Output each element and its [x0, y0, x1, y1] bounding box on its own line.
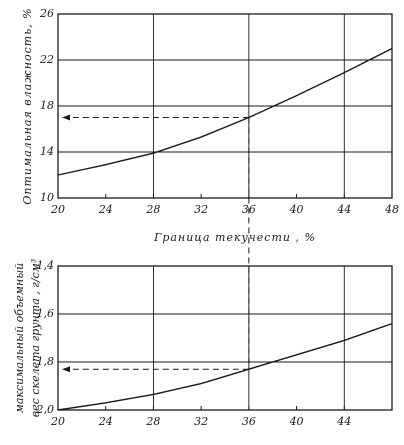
- x-tick-label: 32: [194, 415, 208, 428]
- y-axis-title: максимальный объемный: [13, 263, 26, 414]
- x-tick-label: 24: [98, 415, 113, 428]
- x-tick-label: 24: [98, 203, 113, 216]
- guide-arrow: [62, 366, 70, 373]
- x-tick-label: 28: [145, 203, 160, 216]
- x-tick-label: 44: [336, 415, 351, 428]
- x-tick-label: 20: [50, 203, 65, 216]
- x-tick-label: 40: [289, 415, 304, 428]
- x-tick-label: 28: [145, 415, 160, 428]
- x-tick-label: 32: [194, 203, 208, 216]
- data-line: [57, 322, 393, 411]
- y-tick-label: 10: [40, 191, 54, 204]
- x-tick-label: 48: [384, 203, 399, 216]
- y-tick-label: 1,4: [37, 259, 55, 272]
- data-line: [57, 47, 393, 176]
- y-tick-label: 1,8: [37, 355, 55, 368]
- guide-arrow: [62, 114, 70, 121]
- y-axis-title: Оптимальная влажность, %: [21, 7, 34, 204]
- y-tick-label: 26: [39, 7, 54, 20]
- y-tick-label: 22: [39, 53, 54, 66]
- x-tick-label: 36: [242, 415, 256, 428]
- x-tick-label: 20: [50, 415, 65, 428]
- y-tick-label: 1,6: [37, 307, 55, 320]
- x-tick-label: 40: [289, 203, 304, 216]
- y-tick-label: 14: [40, 145, 54, 158]
- y-axis-title: вес скелета грунта , г/см³: [29, 259, 42, 417]
- plot-frame: [57, 265, 393, 411]
- x-tick-label: 44: [336, 203, 351, 216]
- y-tick-label: 18: [40, 99, 54, 112]
- y-tick-label: 2,0: [36, 403, 55, 416]
- x-axis-title: Граница текучести , %: [153, 231, 316, 244]
